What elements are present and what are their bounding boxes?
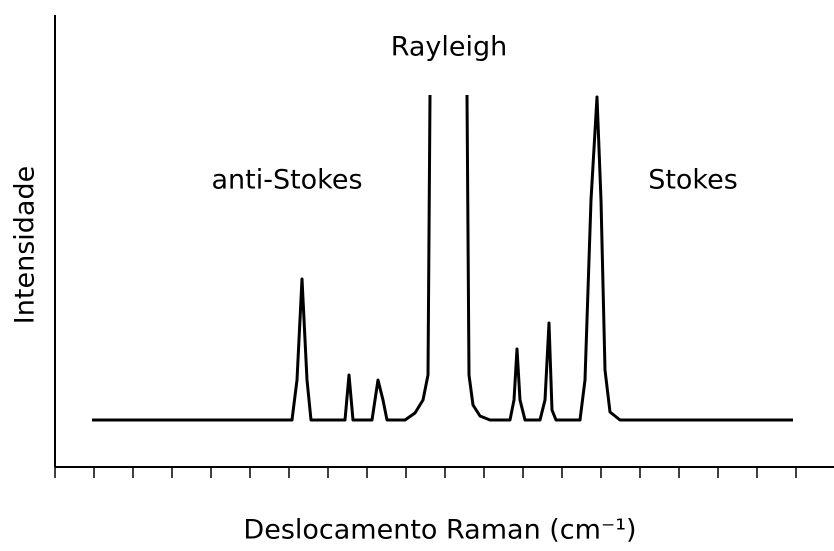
y-axis-label: Intensidade [10,166,41,324]
spectrum-line [92,94,793,422]
x-axis-label: Deslocamento Raman (cm⁻¹) [243,515,636,546]
annotation: Rayleigh [391,32,508,63]
annotation: anti-Stokes [211,165,362,196]
annotation: Stokes [648,165,738,196]
